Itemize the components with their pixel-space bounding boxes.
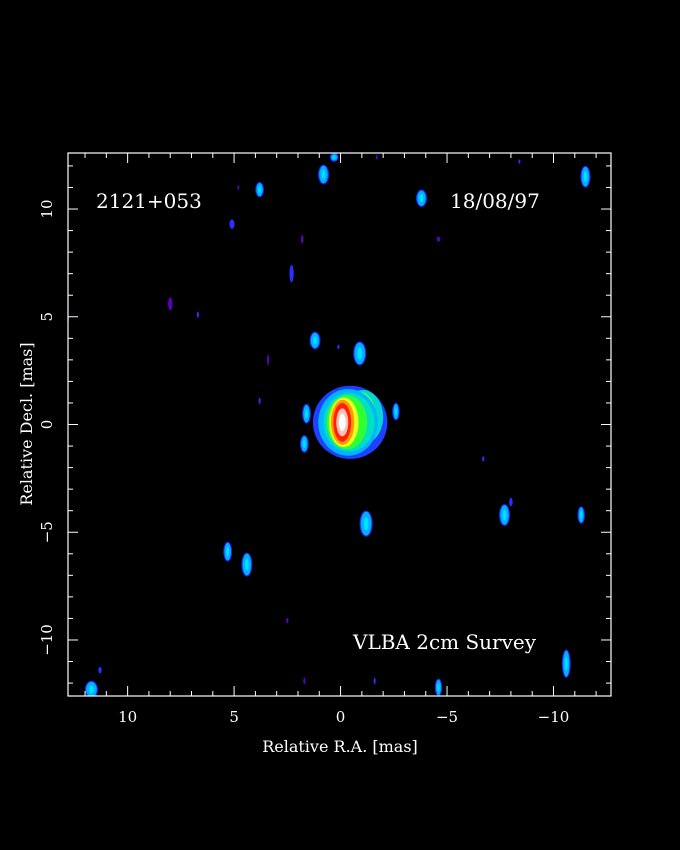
emission-blob <box>337 344 340 350</box>
emission-blob <box>509 497 513 507</box>
observation-date-label: 18/08/97 <box>450 189 540 213</box>
emission-blob <box>416 189 427 207</box>
emission-blob <box>267 354 270 366</box>
emission-blob <box>359 510 373 537</box>
emission-blob <box>482 456 485 462</box>
emission-blob <box>223 541 233 562</box>
emission-blob <box>237 185 240 190</box>
emission-blob <box>303 677 306 685</box>
emission-blob <box>577 506 585 524</box>
emission-blob <box>436 236 441 242</box>
emission-layer <box>68 153 591 696</box>
emission-blob <box>329 153 339 162</box>
axis-tick-labels: 10 5 0 −5 −10 10 5 0 −5 −10 <box>38 199 569 726</box>
emission-blob <box>84 680 98 696</box>
emission-blob <box>289 265 294 283</box>
x-tick-label: 10 <box>118 708 137 726</box>
emission-blob <box>518 159 521 164</box>
y-tick-label: 5 <box>38 312 56 322</box>
y-tick-label: 10 <box>38 199 56 218</box>
x-tick-label: 0 <box>336 708 346 726</box>
x-tick-label: 5 <box>229 708 239 726</box>
emission-blob <box>286 617 289 624</box>
emission-blob <box>258 397 261 405</box>
emission-blob <box>168 297 173 311</box>
emission-blob <box>561 649 571 678</box>
emission-blob <box>196 311 199 318</box>
emission-blob <box>318 164 329 185</box>
emission-blob <box>580 165 591 188</box>
x-axis-label: Relative R.A. [mas] <box>262 737 418 756</box>
y-tick-label: −5 <box>38 521 56 543</box>
y-tick-label: 0 <box>38 420 56 430</box>
axis-ticks <box>68 153 611 696</box>
y-tick-label: −10 <box>38 624 56 656</box>
emission-blob <box>302 403 311 424</box>
emission-blob <box>373 677 376 685</box>
x-tick-label: −5 <box>436 708 458 726</box>
emission-blob <box>299 435 309 453</box>
emission-blob <box>434 678 443 696</box>
emission-blob <box>229 219 235 229</box>
emission-blob <box>353 341 367 366</box>
emission-blob <box>241 552 253 577</box>
x-tick-label: −10 <box>538 708 570 726</box>
y-axis-label: Relative Decl. [mas] <box>17 342 36 505</box>
survey-label: VLBA 2cm Survey <box>352 630 537 654</box>
emission-blob <box>309 331 321 350</box>
emission-blob <box>255 181 265 198</box>
emission-blob <box>392 402 400 421</box>
source-name-label: 2121+053 <box>96 189 202 213</box>
core-level-white <box>338 413 346 431</box>
emission-blob <box>98 666 102 674</box>
core-emission <box>312 385 388 459</box>
emission-blob <box>375 155 378 160</box>
emission-blob <box>300 234 304 244</box>
emission-blob <box>499 504 510 526</box>
